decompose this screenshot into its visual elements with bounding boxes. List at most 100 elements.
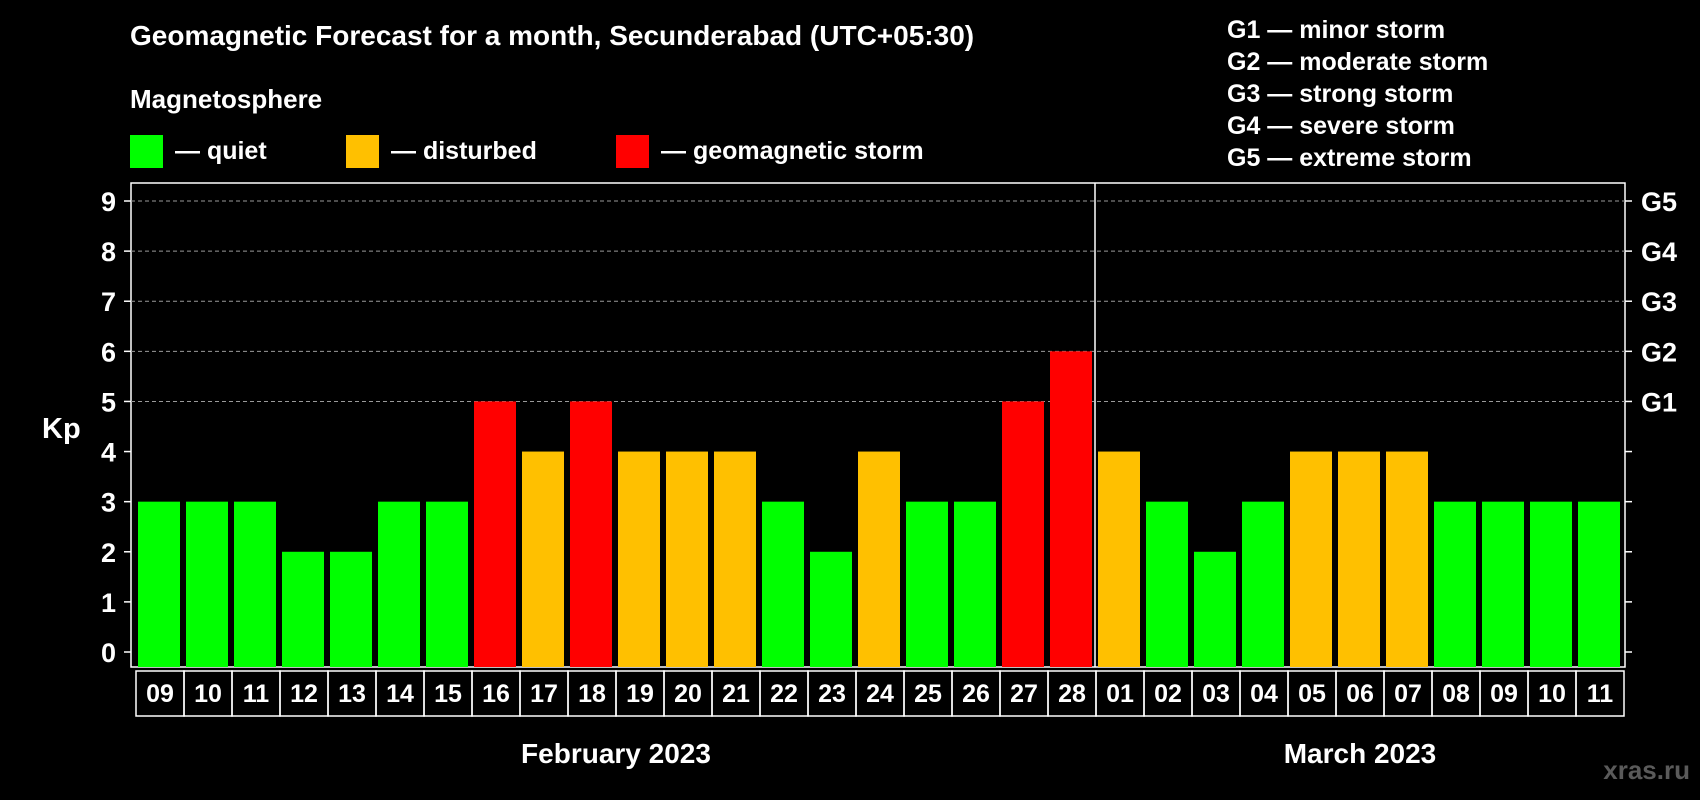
storm-level-g3: G3 — strong storm bbox=[1227, 80, 1454, 108]
date-label: 06 bbox=[1346, 680, 1374, 708]
y-tick-label: 5 bbox=[101, 387, 116, 417]
bar-quiet bbox=[282, 551, 324, 667]
date-label: 23 bbox=[818, 680, 846, 708]
legend-swatch-storm bbox=[616, 134, 649, 168]
bar-quiet bbox=[954, 501, 996, 667]
date-label: 02 bbox=[1154, 680, 1182, 708]
date-label: 13 bbox=[338, 680, 366, 708]
y-tick-label: 1 bbox=[101, 588, 116, 618]
watermark: xras.ru bbox=[1603, 755, 1690, 785]
date-label: 25 bbox=[914, 680, 942, 708]
bar-quiet bbox=[1146, 501, 1188, 667]
y-tick-label: 7 bbox=[101, 287, 116, 317]
date-cell bbox=[1575, 670, 1625, 717]
bar-quiet bbox=[378, 501, 420, 667]
date-label: 14 bbox=[386, 680, 414, 708]
date-label: 24 bbox=[866, 680, 894, 708]
y-tick-label: 0 bbox=[101, 638, 116, 668]
bar-disturbed bbox=[618, 451, 660, 667]
bar-quiet bbox=[234, 501, 276, 667]
bar-disturbed bbox=[1290, 451, 1332, 667]
date-label: 11 bbox=[1587, 680, 1614, 708]
bar-quiet bbox=[906, 501, 948, 667]
date-label: 22 bbox=[770, 680, 798, 708]
storm-level-g1: G1 — minor storm bbox=[1227, 16, 1446, 44]
storm-level-g4: G4 — severe storm bbox=[1227, 112, 1455, 140]
g-level-label: G2 bbox=[1641, 337, 1677, 367]
bar-disturbed bbox=[666, 451, 708, 667]
date-label: 20 bbox=[674, 680, 702, 708]
bar-quiet bbox=[1530, 501, 1572, 667]
bar-quiet bbox=[1578, 501, 1620, 667]
bar-quiet bbox=[762, 501, 804, 667]
legend-item-quiet: — quiet bbox=[130, 134, 267, 168]
bar-quiet bbox=[1194, 551, 1236, 667]
bar-disturbed bbox=[1386, 451, 1428, 667]
date-label: 15 bbox=[434, 680, 462, 708]
legend-item-storm: — geomagnetic storm bbox=[616, 134, 924, 168]
date-label: 08 bbox=[1442, 680, 1470, 708]
legend-label-disturbed: — disturbed bbox=[391, 136, 537, 165]
storm-level-g2: G2 — moderate storm bbox=[1227, 48, 1489, 76]
legend-swatch-quiet bbox=[130, 134, 163, 168]
date-label: 10 bbox=[1538, 680, 1566, 708]
legend-label-storm: — geomagnetic storm bbox=[661, 136, 924, 165]
y-tick-label: 9 bbox=[101, 187, 116, 217]
y-tick-label: 4 bbox=[101, 438, 116, 468]
date-label: 19 bbox=[626, 680, 654, 708]
date-label: 28 bbox=[1058, 680, 1086, 708]
y-tick-label: 6 bbox=[101, 337, 116, 367]
bar-storm bbox=[1002, 401, 1044, 667]
bar-quiet bbox=[330, 551, 372, 667]
bar-disturbed bbox=[1338, 451, 1380, 667]
bar-quiet bbox=[138, 501, 180, 667]
legend-label-quiet: — quiet bbox=[175, 136, 267, 165]
month-label: March 2023 bbox=[1284, 738, 1437, 769]
bar-quiet bbox=[1434, 501, 1476, 667]
month-label: February 2023 bbox=[521, 738, 711, 769]
date-label: 03 bbox=[1202, 680, 1230, 708]
g-level-label: G5 bbox=[1641, 187, 1677, 217]
date-label: 05 bbox=[1298, 680, 1326, 708]
date-label: 01 bbox=[1106, 680, 1134, 708]
bar-disturbed bbox=[858, 451, 900, 667]
storm-scale-legend: G1 — minor storm G2 — moderate storm G3 … bbox=[1227, 14, 1488, 174]
bar-quiet bbox=[1482, 501, 1524, 667]
date-label: 09 bbox=[146, 680, 174, 708]
date-label: 27 bbox=[1010, 680, 1038, 708]
bar-storm bbox=[474, 401, 516, 667]
legend-swatch-disturbed bbox=[346, 134, 379, 168]
g-level-label: G3 bbox=[1641, 287, 1677, 317]
bar-quiet bbox=[810, 551, 852, 667]
bar-disturbed bbox=[522, 451, 564, 667]
storm-level-g5: G5 — extreme storm bbox=[1227, 144, 1472, 172]
y-axis-label: Kp bbox=[42, 413, 81, 445]
date-label: 07 bbox=[1394, 680, 1422, 708]
bar-disturbed bbox=[1098, 451, 1140, 667]
date-label: 21 bbox=[722, 680, 750, 708]
chart-title: Geomagnetic Forecast for a month, Secund… bbox=[130, 20, 975, 51]
y-tick-label: 3 bbox=[101, 488, 116, 518]
legend-subtitle: Magnetosphere bbox=[130, 84, 323, 114]
bar-disturbed bbox=[714, 451, 756, 667]
date-label: 16 bbox=[482, 680, 510, 708]
bar-storm bbox=[1050, 351, 1092, 667]
bar-storm bbox=[570, 401, 612, 667]
g-level-label: G1 bbox=[1641, 387, 1677, 417]
date-label: 18 bbox=[578, 680, 606, 708]
legend-item-disturbed: — disturbed bbox=[346, 134, 537, 168]
bar-quiet bbox=[426, 501, 468, 667]
date-label: 11 bbox=[243, 680, 270, 708]
y-tick-label: 8 bbox=[101, 237, 116, 267]
date-label: 10 bbox=[194, 680, 222, 708]
date-label: 12 bbox=[290, 680, 318, 708]
date-label: 04 bbox=[1250, 680, 1278, 708]
bar-quiet bbox=[186, 501, 228, 667]
y-tick-label: 2 bbox=[101, 538, 116, 568]
g-level-label: G4 bbox=[1641, 237, 1677, 267]
date-label: 09 bbox=[1490, 680, 1518, 708]
date-label: 17 bbox=[530, 680, 558, 708]
date-label: 26 bbox=[962, 680, 990, 708]
bar-quiet bbox=[1242, 501, 1284, 667]
